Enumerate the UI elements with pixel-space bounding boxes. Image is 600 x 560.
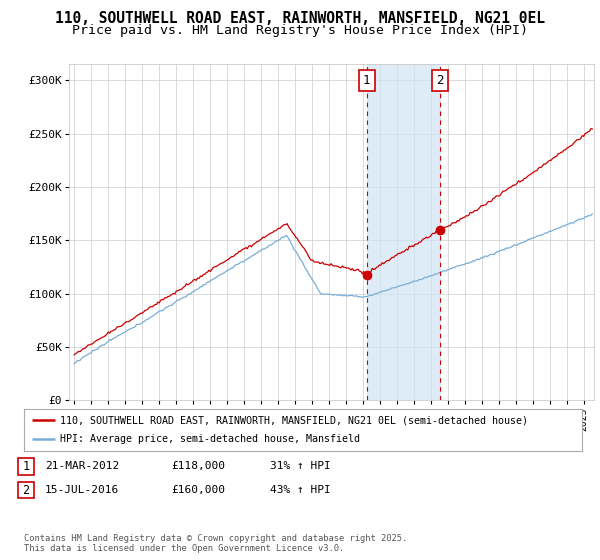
Text: 43% ↑ HPI: 43% ↑ HPI [270,485,331,495]
Text: 2: 2 [436,74,444,87]
Text: HPI: Average price, semi-detached house, Mansfield: HPI: Average price, semi-detached house,… [60,435,360,445]
Text: £118,000: £118,000 [171,461,225,472]
Text: Contains HM Land Registry data © Crown copyright and database right 2025.
This d: Contains HM Land Registry data © Crown c… [24,534,407,553]
Bar [367,64,440,400]
Text: 110, SOUTHWELL ROAD EAST, RAINWORTH, MANSFIELD, NG21 0EL: 110, SOUTHWELL ROAD EAST, RAINWORTH, MAN… [55,11,545,26]
Text: 110, SOUTHWELL ROAD EAST, RAINWORTH, MANSFIELD, NG21 0EL (semi-detached house): 110, SOUTHWELL ROAD EAST, RAINWORTH, MAN… [60,415,528,425]
Text: 15-JUL-2016: 15-JUL-2016 [45,485,119,495]
Text: 31% ↑ HPI: 31% ↑ HPI [270,461,331,472]
Text: 21-MAR-2012: 21-MAR-2012 [45,461,119,472]
Text: 1: 1 [23,460,29,473]
Text: 1: 1 [363,74,370,87]
Text: 2: 2 [23,483,29,497]
Text: £160,000: £160,000 [171,485,225,495]
Text: Price paid vs. HM Land Registry's House Price Index (HPI): Price paid vs. HM Land Registry's House … [72,24,528,36]
